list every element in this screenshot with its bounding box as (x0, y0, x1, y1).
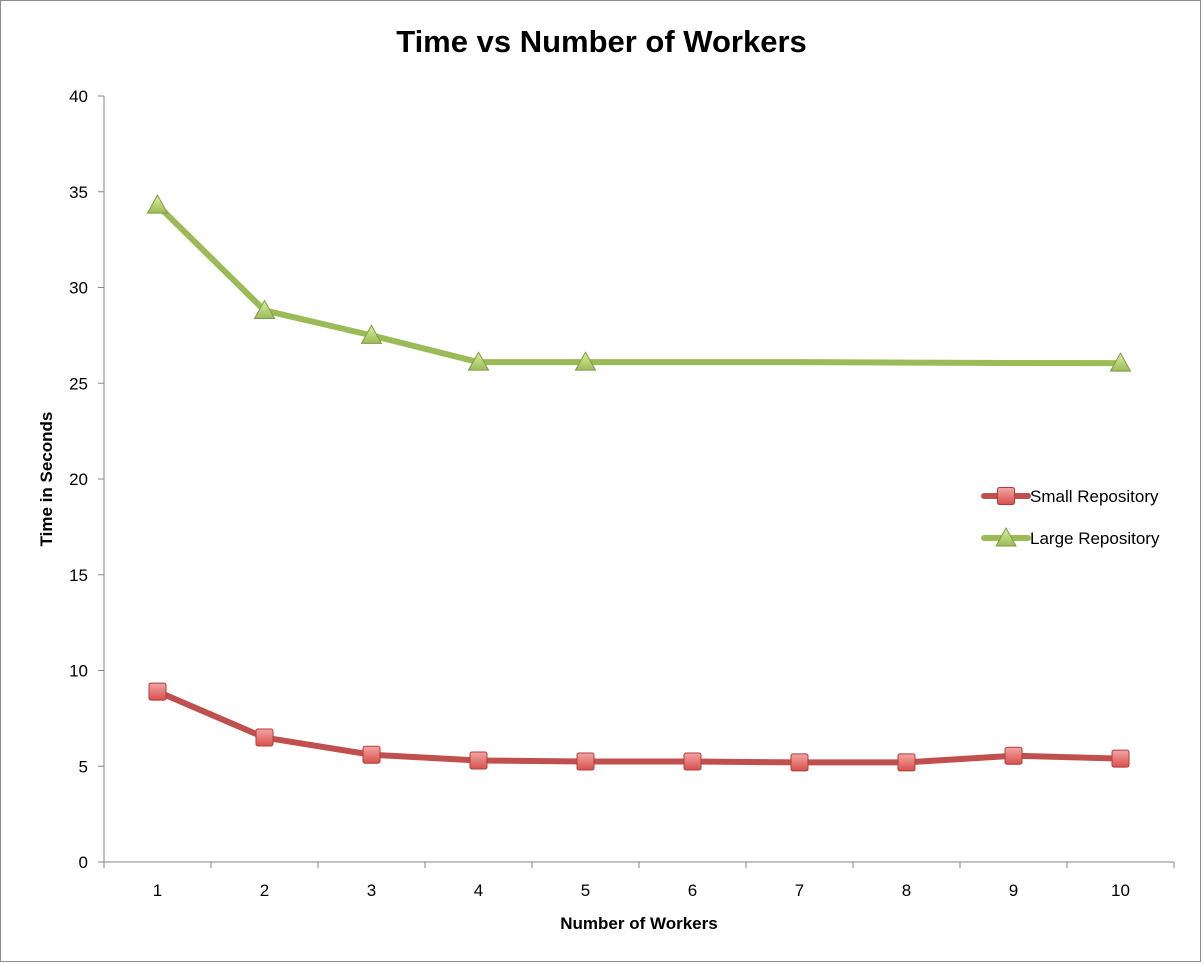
data-point (467, 351, 490, 371)
data-point (576, 752, 595, 771)
x-tick-label: 9 (1009, 881, 1018, 900)
series-line (154, 688, 1124, 766)
y-tick-label: 15 (69, 566, 88, 585)
legend: Small Repository Large Repository (981, 487, 1160, 548)
y-tick-label: 30 (69, 279, 88, 298)
y-tick-label: 20 (69, 470, 88, 489)
data-point (1111, 749, 1130, 768)
data-point (146, 194, 169, 214)
data-point (683, 752, 702, 771)
data-point (790, 753, 809, 772)
data-point (255, 728, 274, 747)
x-tick-label: 6 (688, 881, 697, 900)
x-tick-label: 1 (153, 881, 162, 900)
data-point (362, 745, 381, 764)
series-large-repository (146, 194, 1132, 372)
data-point (897, 753, 916, 772)
legend-marker (995, 526, 1017, 547)
x-tick-label: 7 (795, 881, 804, 900)
y-tick-label: 5 (79, 757, 88, 776)
y-axis-title: Time in Seconds (37, 412, 56, 547)
data-point (360, 324, 383, 344)
y-tick-label: 35 (69, 183, 88, 202)
data-point (253, 299, 276, 319)
series-layer (146, 194, 1132, 772)
y-tick-label: 10 (69, 662, 88, 681)
x-tick-label: 2 (260, 881, 269, 900)
axes: 0 5 10 15 20 25 30 35 40 1 2 3 4 5 6 7 8 9 10 (69, 87, 1175, 900)
legend-marker (997, 487, 1015, 505)
series-line (154, 202, 1124, 367)
x-tick-label: 4 (474, 881, 483, 900)
data-point (1109, 352, 1132, 372)
y-tick-label: 25 (69, 374, 88, 393)
data-point (148, 682, 167, 701)
legend-label: Large Repository (1030, 529, 1160, 548)
x-axis-title: Number of Workers (560, 914, 717, 933)
data-point (469, 751, 488, 770)
y-tick-label: 0 (79, 853, 88, 872)
x-tick-label: 3 (367, 881, 376, 900)
series-small-repository (148, 682, 1130, 772)
x-tick-label: 8 (902, 881, 911, 900)
chart-title: Time vs Number of Workers (396, 24, 807, 59)
data-point (574, 351, 597, 371)
legend-label: Small Repository (1030, 487, 1159, 506)
data-point (1004, 746, 1023, 765)
y-tick-label: 40 (69, 87, 88, 106)
x-tick-label: 10 (1111, 881, 1130, 900)
x-tick-label: 5 (581, 881, 590, 900)
